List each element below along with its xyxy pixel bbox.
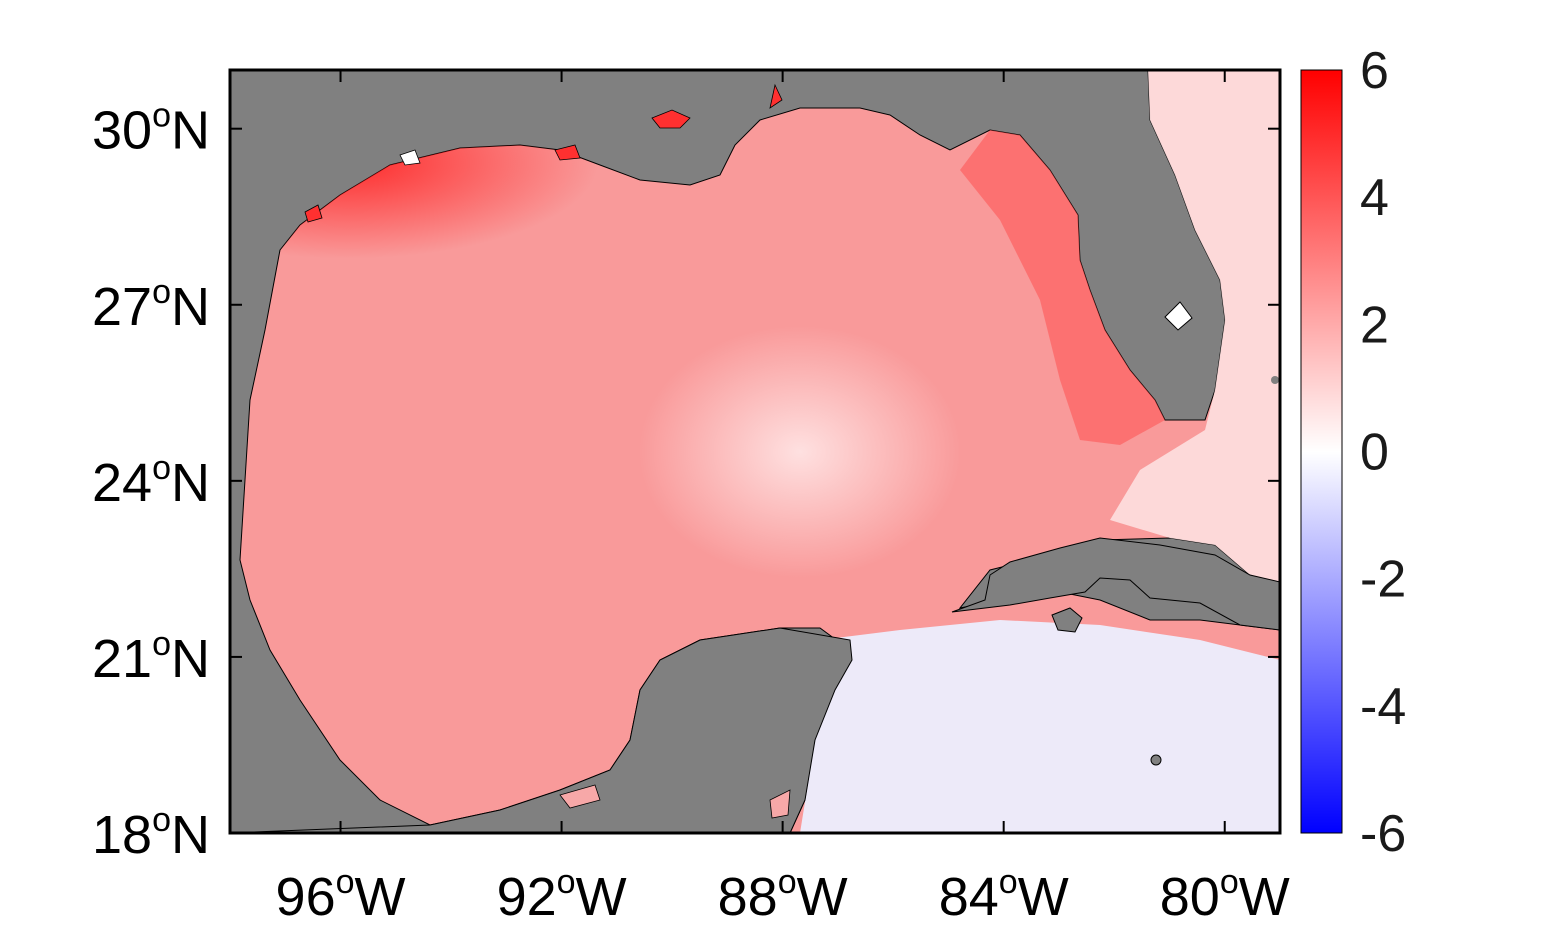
caribbean-cool-region [800,620,1280,833]
cuba-landmass [951,537,1280,631]
plot-area [230,70,1280,833]
lat-tick-label: 27oN [92,273,210,337]
plot-frame [228,68,1282,835]
colorbar-tick-label: 0 [1360,424,1389,482]
colorbar-tick-label: 2 [1360,296,1389,354]
colorbar-tick-label: 4 [1360,169,1389,227]
yucatan-landmass [230,627,853,833]
lon-tick-label: 84oW [939,863,1069,927]
colorbar-tick-label: -2 [1360,551,1406,609]
lat-tick-label: 30oN [92,97,210,161]
lon-tick-label: 88oW [718,863,848,927]
colorbar-tick-label: -6 [1360,805,1406,863]
colorbar-tick-label: -4 [1360,678,1406,736]
lon-tick-label: 80oW [1160,863,1290,927]
lon-tick-label: 96oW [276,863,406,927]
lon-tick-label: 92oW [497,863,627,927]
lat-tick-label: 21oN [92,625,210,689]
latitude-axis: 30oN 27oN 24oN 21oN 18oN [92,97,1280,865]
colorbar-tick-label: 6 [1360,42,1389,100]
isla-juventud [1051,607,1083,633]
florida-strait-band [1110,70,1280,585]
warm-eastern-shelf [960,130,1165,445]
pale-center [570,290,1030,650]
lat-tick-label: 24oN [92,449,210,513]
colorbar-labels: 6 4 2 0 -2 -4 -6 [1360,42,1406,863]
lat-tick-label: 18oN [92,801,210,865]
warm-coastal-band [280,145,735,320]
colorbar [1300,69,1343,834]
lake-okeechobee [1164,301,1193,331]
longitude-axis: 96oW 92oW 88oW 84oW 80oW [276,70,1290,927]
